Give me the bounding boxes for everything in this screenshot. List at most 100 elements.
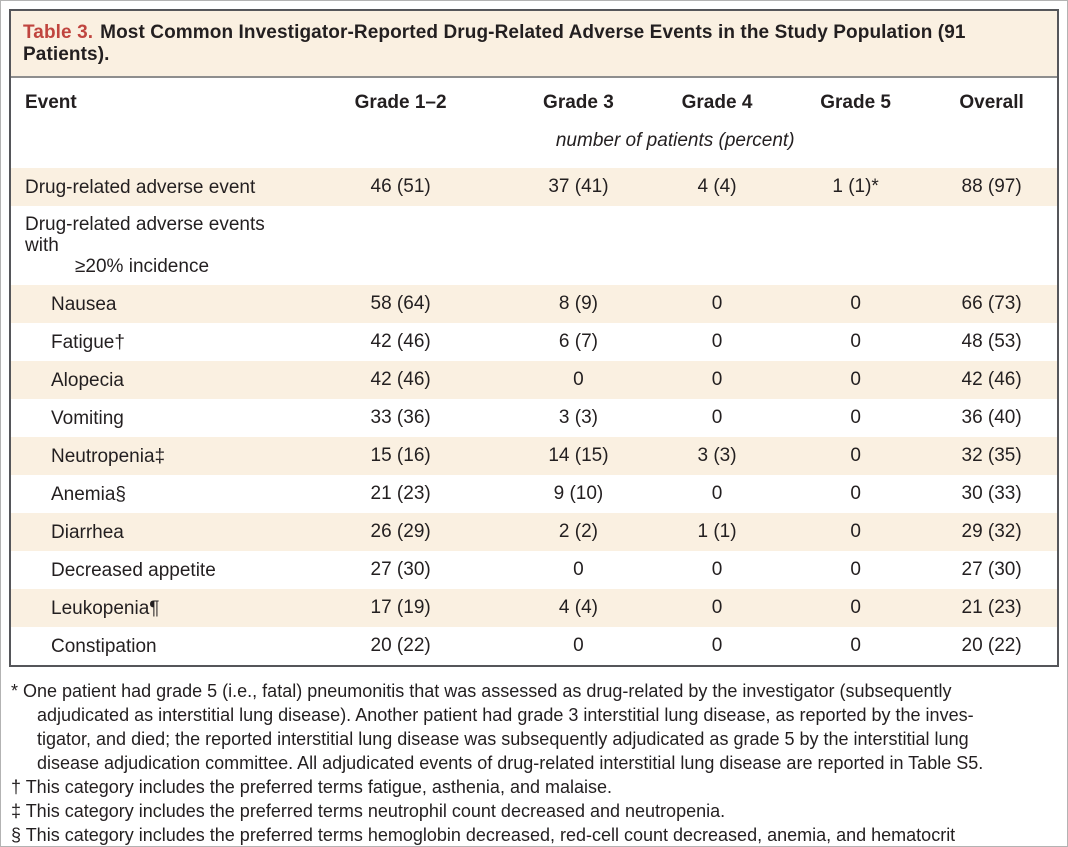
column-header-grade5: Grade 5: [820, 92, 891, 113]
table-row: Drug-related adverse events with ≥20% inc…: [11, 206, 1057, 285]
value-cell: 1 (1)*: [832, 176, 879, 197]
column-header-overall: Overall: [959, 92, 1024, 113]
table-row: Fatigue† 42 (46) 6 (7) 0 0 48 (53): [11, 323, 1057, 361]
column-header-grade4: Grade 4: [681, 92, 753, 113]
value-cell: 0: [711, 559, 723, 580]
table-row: Vomiting 33 (36) 3 (3) 0 0 36 (40): [11, 399, 1057, 437]
value-cell: 0: [850, 293, 861, 314]
footnote-marker: §: [11, 825, 22, 845]
event-label: Constipation: [51, 635, 157, 657]
units-note: number of patients (percent): [555, 130, 795, 151]
table-row: Diarrhea 26 (29) 2 (2) 1 (1) 0 29 (32): [11, 513, 1057, 551]
footnote: § This category includes the preferred t…: [11, 823, 1057, 846]
event-label: Alopecia: [51, 369, 124, 391]
table-row: Leukopenia¶ 17 (19) 4 (4) 0 0 21 (23): [11, 589, 1057, 627]
value-cell: 88 (97): [961, 176, 1022, 197]
value-cell: 42 (46): [370, 369, 431, 390]
value-cell: 30 (33): [961, 483, 1022, 504]
value-cell: 0: [711, 597, 723, 618]
value-cell: 4 (4): [697, 176, 737, 197]
value-cell: 0: [850, 483, 861, 504]
value-cell: 0: [850, 369, 861, 390]
value-cell: 26 (29): [370, 521, 431, 542]
units-row: number of patients (percent): [11, 124, 1057, 168]
units-row-spacer: [11, 124, 293, 168]
footnote-marker: †: [11, 777, 22, 797]
value-cell: [785, 206, 926, 285]
footnote: * One patient had grade 5 (i.e., fatal) …: [11, 679, 1057, 775]
value-cell: 0: [850, 331, 861, 352]
value-cell: 42 (46): [961, 369, 1022, 390]
value-cell: 0: [850, 635, 861, 656]
value-cell: 33 (36): [370, 407, 431, 428]
value-cell: 0: [711, 331, 723, 352]
value-cell: 1 (1): [697, 521, 737, 542]
value-cell: 36 (40): [961, 407, 1022, 428]
value-cell: 0: [850, 445, 861, 466]
event-label: Drug-related adverse event: [25, 176, 256, 198]
value-cell: 0: [850, 597, 861, 618]
value-cell: 46 (51): [370, 176, 431, 197]
value-cell: 0: [711, 369, 723, 390]
event-label: Diarrhea: [51, 521, 124, 543]
value-cell: 20 (22): [961, 635, 1022, 656]
value-cell: 0: [573, 369, 584, 390]
value-cell: 3 (3): [558, 407, 598, 428]
value-cell: 6 (7): [558, 331, 598, 352]
value-cell: 0: [850, 559, 861, 580]
value-cell: [926, 206, 1057, 285]
footnote-marker: *: [11, 681, 19, 701]
table-body: Drug-related adverse event 46 (51) 37 (41)…: [11, 168, 1057, 665]
value-cell: 66 (73): [961, 293, 1022, 314]
table-row: Alopecia 42 (46) 0 0 0 42 (46): [11, 361, 1057, 399]
footnote-text: This category includes the preferred ter…: [21, 777, 613, 797]
value-cell: [649, 206, 785, 285]
column-header-grade12: Grade 1–2: [354, 92, 447, 113]
value-cell: 0: [711, 293, 723, 314]
table3-panel: Table 3. Most Common Investigator-Reporte…: [9, 9, 1059, 667]
footnote: † This category includes the preferred t…: [11, 775, 1057, 799]
value-cell: 37 (41): [548, 176, 609, 197]
table-row: Constipation 20 (22) 0 0 0 20 (22): [11, 627, 1057, 665]
value-cell: 0: [573, 559, 584, 580]
table-title: Table 3. Most Common Investigator-Reporte…: [11, 11, 1057, 78]
value-cell: [508, 206, 649, 285]
event-label: Anemia§: [51, 483, 126, 505]
value-cell: 0: [711, 483, 723, 504]
table-row: Drug-related adverse event 46 (51) 37 (41)…: [11, 168, 1057, 206]
value-cell: 2 (2): [558, 521, 598, 542]
value-cell: 29 (32): [961, 521, 1022, 542]
adverse-events-table: Event Grade 1–2 Grade 3 Grade 4 Grade 5 …: [11, 78, 1057, 665]
footnote-marker: ‡: [11, 801, 22, 821]
value-cell: 4 (4): [558, 597, 598, 618]
event-label: Leukopenia¶: [51, 597, 160, 619]
value-cell: 17 (19): [370, 597, 431, 618]
column-header-event: Event: [25, 92, 77, 113]
value-cell: 32 (35): [961, 445, 1022, 466]
value-cell: 0: [711, 635, 723, 656]
value-cell: 27 (30): [370, 559, 431, 580]
event-label: Drug-related adverse events with ≥20% inc…: [25, 214, 265, 277]
table-title-text: Most Common Investigator-Reported Drug-R…: [23, 22, 966, 65]
value-cell: 42 (46): [370, 331, 431, 352]
value-cell: 3 (3): [697, 445, 737, 466]
column-header-grade3: Grade 3: [543, 92, 614, 113]
event-label: Nausea: [51, 293, 117, 315]
event-label: Vomiting: [51, 407, 124, 429]
value-cell: 27 (30): [961, 559, 1022, 580]
table-row: Nausea 58 (64) 8 (9) 0 0 66 (73): [11, 285, 1057, 323]
event-label: Decreased appetite: [51, 559, 216, 581]
event-label: Fatigue†: [51, 331, 125, 353]
value-cell: 0: [850, 407, 861, 428]
value-cell: 15 (16): [370, 445, 431, 466]
table-row: Neutropenia‡ 15 (16) 14 (15) 3 (3) 0 32 (35): [11, 437, 1057, 475]
value-cell: 0: [850, 521, 861, 542]
footnotes-section: * One patient had grade 5 (i.e., fatal) …: [11, 679, 1057, 846]
value-cell: 21 (23): [370, 483, 431, 504]
footnote: ‡ This category includes the preferred t…: [11, 799, 1057, 823]
value-cell: 0: [711, 407, 723, 428]
table-title-label: Table 3.: [23, 22, 94, 43]
footnote-text: This category includes the preferred ter…: [21, 801, 726, 821]
value-cell: 20 (22): [370, 635, 431, 656]
